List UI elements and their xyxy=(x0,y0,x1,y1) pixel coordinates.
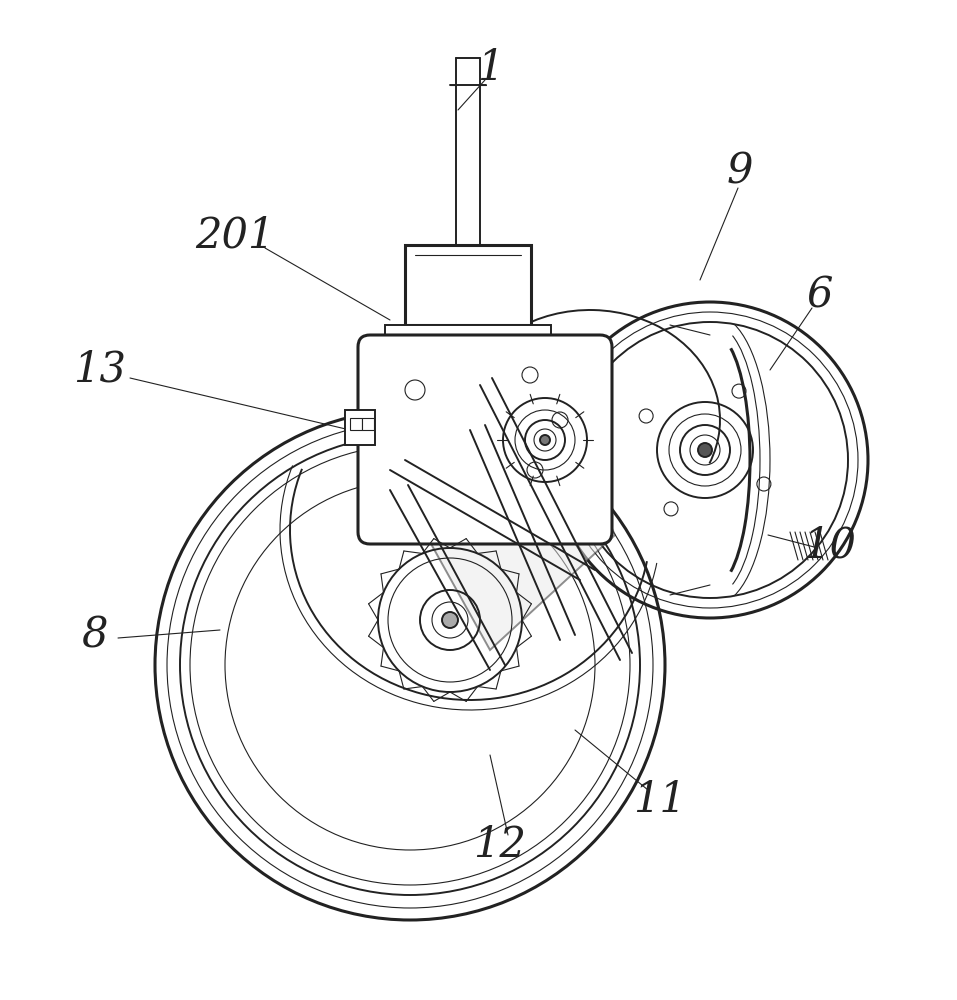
Text: 10: 10 xyxy=(804,524,857,566)
Text: 12: 12 xyxy=(474,824,526,866)
Circle shape xyxy=(442,612,458,628)
Bar xyxy=(362,418,374,430)
Text: 1: 1 xyxy=(477,47,503,89)
Text: 13: 13 xyxy=(74,349,126,391)
Bar xyxy=(350,418,362,430)
Circle shape xyxy=(698,443,712,457)
Text: 8: 8 xyxy=(81,614,108,656)
Polygon shape xyxy=(390,395,615,650)
Bar xyxy=(405,245,531,325)
Text: 9: 9 xyxy=(726,151,753,193)
Circle shape xyxy=(540,435,550,445)
Text: 6: 6 xyxy=(807,274,834,316)
Bar xyxy=(345,410,375,445)
Text: 201: 201 xyxy=(195,214,275,256)
FancyBboxPatch shape xyxy=(358,335,612,544)
Text: 11: 11 xyxy=(634,779,686,821)
Bar xyxy=(385,325,551,347)
